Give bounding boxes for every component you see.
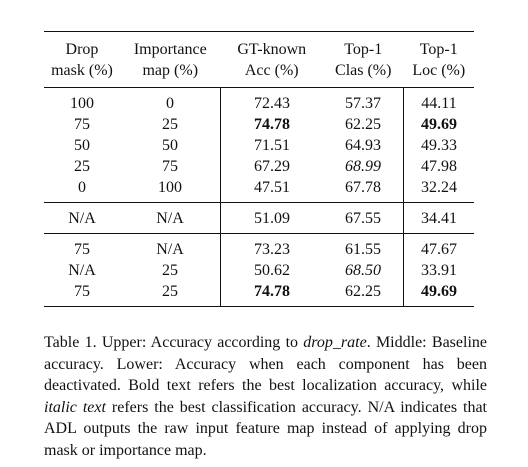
table-row: 75 N/A 73.23 61.55 47.67 [44, 233, 474, 260]
caption-lead: Table 1. Upper: Accuracy according to [44, 334, 304, 351]
table-cell: 75 [74, 116, 90, 133]
table-cell: 62.25 [323, 281, 404, 307]
table-cell: 71.51 [220, 135, 323, 156]
header-cell: Drop [44, 31, 120, 60]
table-cell: 74.78 [220, 281, 323, 307]
table-cell: 72.43 [220, 87, 323, 114]
header-cell: Top-1 [403, 31, 474, 60]
table-cell: 75 [44, 233, 120, 260]
table-cell: 49.69 [403, 114, 474, 135]
caption-middle-italic: italic text [44, 398, 106, 416]
table-cell: 50 [74, 137, 90, 154]
table-body: 100 0 72.43 57.37 44.11 75 25 74.78 62.25 49.69 50… [44, 87, 474, 307]
header-cell: GT-known [220, 31, 323, 60]
table-cell: 67.29 [220, 156, 323, 177]
table-cell: N/A [120, 202, 221, 234]
table-row: 50 50 71.51 64.93 49.33 [44, 135, 474, 156]
caption-lead-italic: drop_rate [303, 334, 367, 351]
table-cell: N/A [120, 233, 221, 260]
table-cell: 100 [158, 179, 182, 196]
results-table: Drop Importance GT-known Top-1 Top-1 mask (%)… [44, 31, 474, 307]
header-row: mask (%) map (%) Acc (%) Clas (%) Loc (%) [44, 60, 474, 88]
table-cell: 25 [74, 158, 90, 175]
table-cell: 32.24 [403, 177, 474, 203]
table-cell: 0 [78, 179, 86, 196]
caption-middle: . Middle: Baseline accuracy. Lower: Accu… [44, 334, 487, 394]
table-cell: 25 [162, 116, 178, 133]
table-cell: 68.50 [345, 262, 381, 279]
table-cell: 47.98 [403, 156, 474, 177]
table-caption: Table 1. Upper: Accuracy according to dr… [44, 332, 487, 461]
table-cell: 50 [162, 137, 178, 154]
header-cell: mask (%) [51, 62, 113, 79]
table-cell: N/A [44, 202, 120, 234]
table-cell: 49.69 [403, 281, 474, 307]
table-cell: 49.33 [403, 135, 474, 156]
table-cell: 74.78 [220, 114, 323, 135]
table-cell: 57.37 [323, 87, 404, 114]
header-row: Drop Importance GT-known Top-1 Top-1 [44, 31, 474, 60]
table-cell: 75 [44, 281, 120, 307]
table-cell: 75 [162, 158, 178, 175]
table-cell: 25 [162, 262, 178, 279]
table-row: 75 25 74.78 62.25 49.69 [44, 114, 474, 135]
table-cell: 44.11 [403, 87, 474, 114]
header-cell: map (%) [142, 62, 199, 79]
table-cell: 34.41 [403, 202, 474, 234]
header-cell: Importance [120, 31, 221, 60]
table-cell: N/A [68, 262, 96, 279]
table-cell: 25 [120, 281, 221, 307]
header-cell: Acc (%) [244, 62, 299, 79]
table-row: 75 25 74.78 62.25 49.69 [44, 281, 474, 307]
table-cell: 62.25 [345, 116, 381, 133]
table-cell: 33.91 [403, 260, 474, 281]
table-cell: 73.23 [220, 233, 323, 260]
table-row: N/A N/A 51.09 67.55 34.41 [44, 202, 474, 234]
table-header: Drop Importance GT-known Top-1 Top-1 mask (%)… [44, 31, 474, 88]
table-row: 100 0 72.43 57.37 44.11 [44, 87, 474, 114]
table-cell: 50.62 [220, 260, 323, 281]
table-row: 25 75 67.29 68.99 47.98 [44, 156, 474, 177]
table-row: 0 100 47.51 67.78 32.24 [44, 177, 474, 203]
caption-tail: refers the best classification accuracy.… [44, 398, 487, 459]
header-cell: Clas (%) [335, 62, 392, 79]
table-cell: 67.55 [323, 202, 404, 234]
header-cell: Top-1 [323, 31, 404, 60]
table-cell: 100 [44, 87, 120, 114]
table-cell: 67.78 [345, 179, 381, 196]
header-cell: Loc (%) [412, 62, 466, 79]
table-cell: 47.51 [220, 177, 323, 203]
table-cell: 61.55 [323, 233, 404, 260]
table-cell: 0 [120, 87, 221, 114]
table-row: N/A 25 50.62 68.50 33.91 [44, 260, 474, 281]
table-cell: 68.99 [345, 158, 381, 175]
table-cell: 64.93 [345, 137, 381, 154]
table-cell: 51.09 [220, 202, 323, 234]
table-cell: 47.67 [403, 233, 474, 260]
